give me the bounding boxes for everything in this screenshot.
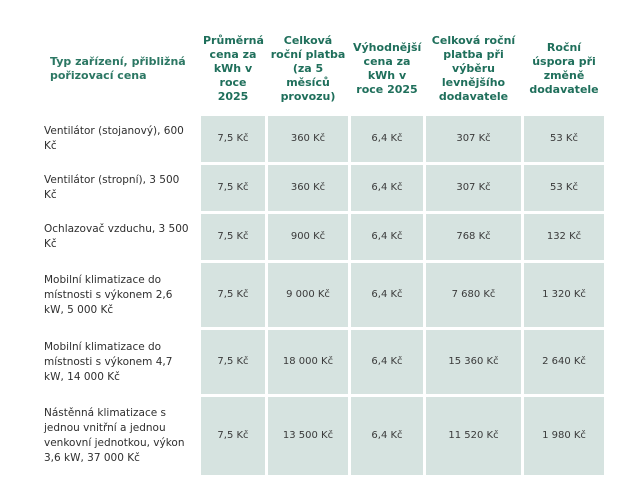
- cell-device: Ochlazovač vzduchu, 3 500 Kč: [38, 214, 198, 260]
- header-device-type: Typ zařízení, přibližná pořizovací cena: [50, 55, 186, 82]
- cell-annual-payment-cheaper: 11 520 Kč: [426, 397, 521, 475]
- table-row: Ochlazovač vzduchu, 3 500 Kč 7,5 Kč 900 …: [38, 214, 604, 260]
- cell-annual-payment: 9 000 Kč: [268, 263, 348, 327]
- cell-average-price: 7,5 Kč: [201, 330, 265, 394]
- cell-annual-savings: 1 320 Kč: [524, 263, 604, 327]
- cell-device: Mobilní klimatizace do místnosti s výkon…: [38, 263, 198, 327]
- cell-annual-payment: 18 000 Kč: [268, 330, 348, 394]
- cell-annual-savings: 53 Kč: [524, 116, 604, 162]
- table-body: Ventilátor (stojanový), 600 Kč 7,5 Kč 36…: [38, 116, 604, 475]
- cell-better-price: 6,4 Kč: [351, 263, 423, 327]
- cell-annual-payment-cheaper: 307 Kč: [426, 116, 521, 162]
- cell-annual-payment: 13 500 Kč: [268, 397, 348, 475]
- table-row: Mobilní klimatizace do místnosti s výkon…: [38, 330, 604, 394]
- table-row: Ventilátor (stropní), 3 500 Kč 7,5 Kč 36…: [38, 165, 604, 211]
- header-annual-savings: Roční úspora při změně dodavatele: [529, 41, 599, 96]
- table-row: Mobilní klimatizace do místnosti s výkon…: [38, 263, 604, 327]
- header-annual-payment: Celková roční platba (za 5 měsíců provoz…: [270, 34, 346, 103]
- table-header: Typ zařízení, přibližná pořizovací cena …: [38, 25, 604, 113]
- cell-better-price: 6,4 Kč: [351, 214, 423, 260]
- cell-better-price: 6,4 Kč: [351, 165, 423, 211]
- cell-annual-payment: 360 Kč: [268, 116, 348, 162]
- header-row: Typ zařízení, přibližná pořizovací cena …: [38, 25, 604, 113]
- price-comparison-table-wrap: Typ zařízení, přibližná pořizovací cena …: [38, 22, 608, 478]
- cell-better-price: 6,4 Kč: [351, 397, 423, 475]
- cell-annual-payment-cheaper: 7 680 Kč: [426, 263, 521, 327]
- cell-annual-payment-cheaper: 15 360 Kč: [426, 330, 521, 394]
- price-comparison-table: Typ zařízení, přibližná pořizovací cena …: [35, 22, 607, 478]
- cell-average-price: 7,5 Kč: [201, 263, 265, 327]
- cell-device: Ventilátor (stojanový), 600 Kč: [38, 116, 198, 162]
- header-annual-payment-cheaper: Celková roční platba při výběru levnější…: [431, 34, 516, 103]
- cell-annual-savings: 132 Kč: [524, 214, 604, 260]
- cell-device: Nástěnná klimatizace s jednou vnitřní a …: [38, 397, 198, 475]
- cell-annual-savings: 1 980 Kč: [524, 397, 604, 475]
- cell-better-price: 6,4 Kč: [351, 116, 423, 162]
- cell-average-price: 7,5 Kč: [201, 214, 265, 260]
- cell-annual-payment-cheaper: 307 Kč: [426, 165, 521, 211]
- cell-device: Ventilátor (stropní), 3 500 Kč: [38, 165, 198, 211]
- cell-average-price: 7,5 Kč: [201, 397, 265, 475]
- cell-better-price: 6,4 Kč: [351, 330, 423, 394]
- header-average-price: Průměrná cena za kWh v roce 2025: [203, 34, 264, 103]
- cell-annual-savings: 53 Kč: [524, 165, 604, 211]
- cell-device: Mobilní klimatizace do místnosti s výkon…: [38, 330, 198, 394]
- cell-annual-savings: 2 640 Kč: [524, 330, 604, 394]
- cell-average-price: 7,5 Kč: [201, 116, 265, 162]
- cell-annual-payment: 900 Kč: [268, 214, 348, 260]
- cell-average-price: 7,5 Kč: [201, 165, 265, 211]
- header-better-price: Výhodnější cena za kWh v roce 2025: [353, 41, 422, 96]
- table-row: Ventilátor (stojanový), 600 Kč 7,5 Kč 36…: [38, 116, 604, 162]
- cell-annual-payment: 360 Kč: [268, 165, 348, 211]
- table-row: Nástěnná klimatizace s jednou vnitřní a …: [38, 397, 604, 475]
- cell-annual-payment-cheaper: 768 Kč: [426, 214, 521, 260]
